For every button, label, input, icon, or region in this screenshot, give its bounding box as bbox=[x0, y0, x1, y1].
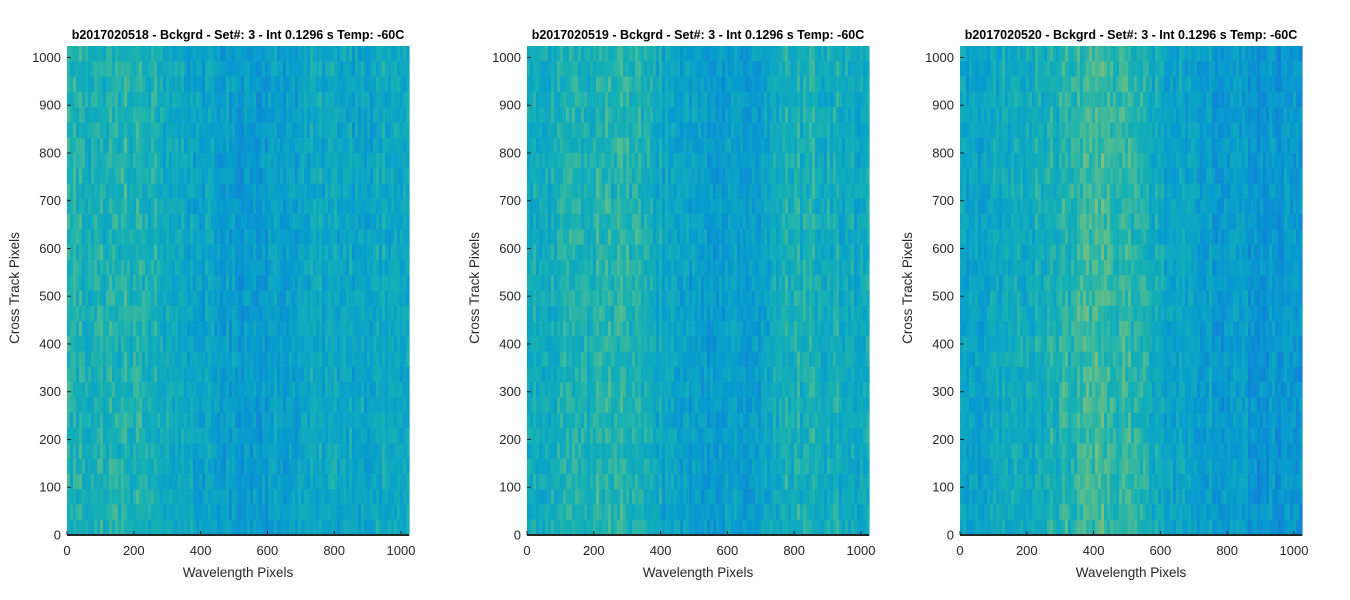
x-tick-label: 400 bbox=[190, 543, 212, 558]
y-tick-label: 200 bbox=[932, 432, 954, 447]
heatmap-cells-2 bbox=[527, 46, 870, 536]
heatmap-cells-3 bbox=[960, 46, 1303, 536]
y-tick-label: 700 bbox=[932, 193, 954, 208]
y-tick-label: 300 bbox=[499, 384, 521, 399]
y-tick-label: 700 bbox=[499, 193, 521, 208]
y-tick-label: 500 bbox=[499, 289, 521, 304]
y-tick-label: 600 bbox=[39, 241, 61, 256]
y-tick-label: 400 bbox=[499, 336, 521, 351]
y-tick-label: 1000 bbox=[32, 50, 61, 65]
heatmap-panel-2: b2017020519 - Bckgrd - Set#: 3 - Int 0.1… bbox=[460, 0, 910, 600]
x-tick-label: 200 bbox=[123, 543, 145, 558]
y-tick-label: 200 bbox=[39, 432, 61, 447]
chart-title-2: b2017020519 - Bckgrd - Set#: 3 - Int 0.1… bbox=[532, 28, 865, 42]
y-tick-label: 800 bbox=[932, 145, 954, 160]
x-tick-label: 1000 bbox=[387, 543, 416, 558]
x-tick-label: 800 bbox=[1216, 543, 1238, 558]
y-tick-label: 0 bbox=[54, 528, 61, 543]
y-tick-label: 300 bbox=[932, 384, 954, 399]
y-tick-label: 800 bbox=[499, 145, 521, 160]
y-tick-label: 100 bbox=[39, 480, 61, 495]
y-tick-label: 600 bbox=[932, 241, 954, 256]
y-tick-label: 100 bbox=[932, 480, 954, 495]
chart-title-3: b2017020520 - Bckgrd - Set#: 3 - Int 0.1… bbox=[965, 28, 1298, 42]
y-tick-label: 400 bbox=[39, 336, 61, 351]
heatmap-panel-3: b2017020520 - Bckgrd - Set#: 3 - Int 0.1… bbox=[893, 0, 1343, 600]
y-tick-label: 0 bbox=[514, 528, 521, 543]
x-tick-label: 0 bbox=[956, 543, 963, 558]
x-tick-label: 0 bbox=[523, 543, 530, 558]
x-tick-label: 200 bbox=[1016, 543, 1038, 558]
y-tick-label: 100 bbox=[499, 480, 521, 495]
chart-title-1: b2017020518 - Bckgrd - Set#: 3 - Int 0.1… bbox=[72, 28, 405, 42]
x-axis-label-3: Wavelength Pixels bbox=[1076, 565, 1187, 580]
x-tick-label: 200 bbox=[583, 543, 605, 558]
x-tick-label: 800 bbox=[783, 543, 805, 558]
y-tick-label: 1000 bbox=[492, 50, 521, 65]
x-tick-label: 1000 bbox=[847, 543, 876, 558]
y-axis-label-3: Cross Track Pixels bbox=[900, 232, 915, 344]
x-tick-label: 400 bbox=[1083, 543, 1105, 558]
y-tick-label: 900 bbox=[39, 98, 61, 113]
y-tick-label: 200 bbox=[499, 432, 521, 447]
y-tick-label: 900 bbox=[932, 98, 954, 113]
y-axis-label-2: Cross Track Pixels bbox=[467, 232, 482, 344]
x-tick-label: 600 bbox=[1150, 543, 1172, 558]
x-tick-label: 1000 bbox=[1280, 543, 1309, 558]
x-tick-label: 0 bbox=[63, 543, 70, 558]
y-tick-label: 1000 bbox=[925, 50, 954, 65]
y-tick-label: 400 bbox=[932, 336, 954, 351]
y-tick-label: 700 bbox=[39, 193, 61, 208]
x-tick-label: 600 bbox=[257, 543, 279, 558]
y-tick-label: 900 bbox=[499, 98, 521, 113]
heatmap-panel-1: b2017020518 - Bckgrd - Set#: 3 - Int 0.1… bbox=[0, 0, 450, 600]
y-tick-label: 800 bbox=[39, 145, 61, 160]
y-axis-label-1: Cross Track Pixels bbox=[7, 232, 22, 344]
x-tick-label: 800 bbox=[323, 543, 345, 558]
y-tick-label: 500 bbox=[932, 289, 954, 304]
x-tick-label: 400 bbox=[650, 543, 672, 558]
y-tick-label: 500 bbox=[39, 289, 61, 304]
y-tick-label: 300 bbox=[39, 384, 61, 399]
x-tick-label: 600 bbox=[717, 543, 739, 558]
heatmap-cells-1 bbox=[67, 46, 410, 536]
x-axis-label-1: Wavelength Pixels bbox=[183, 565, 294, 580]
chart-svg-2: b2017020519 - Bckgrd - Set#: 3 - Int 0.1… bbox=[467, 28, 876, 580]
chart-svg-3: b2017020520 - Bckgrd - Set#: 3 - Int 0.1… bbox=[900, 28, 1309, 580]
chart-svg-1: b2017020518 - Bckgrd - Set#: 3 - Int 0.1… bbox=[7, 28, 416, 580]
x-axis-label-2: Wavelength Pixels bbox=[643, 565, 754, 580]
y-tick-label: 0 bbox=[947, 528, 954, 543]
y-tick-label: 600 bbox=[499, 241, 521, 256]
